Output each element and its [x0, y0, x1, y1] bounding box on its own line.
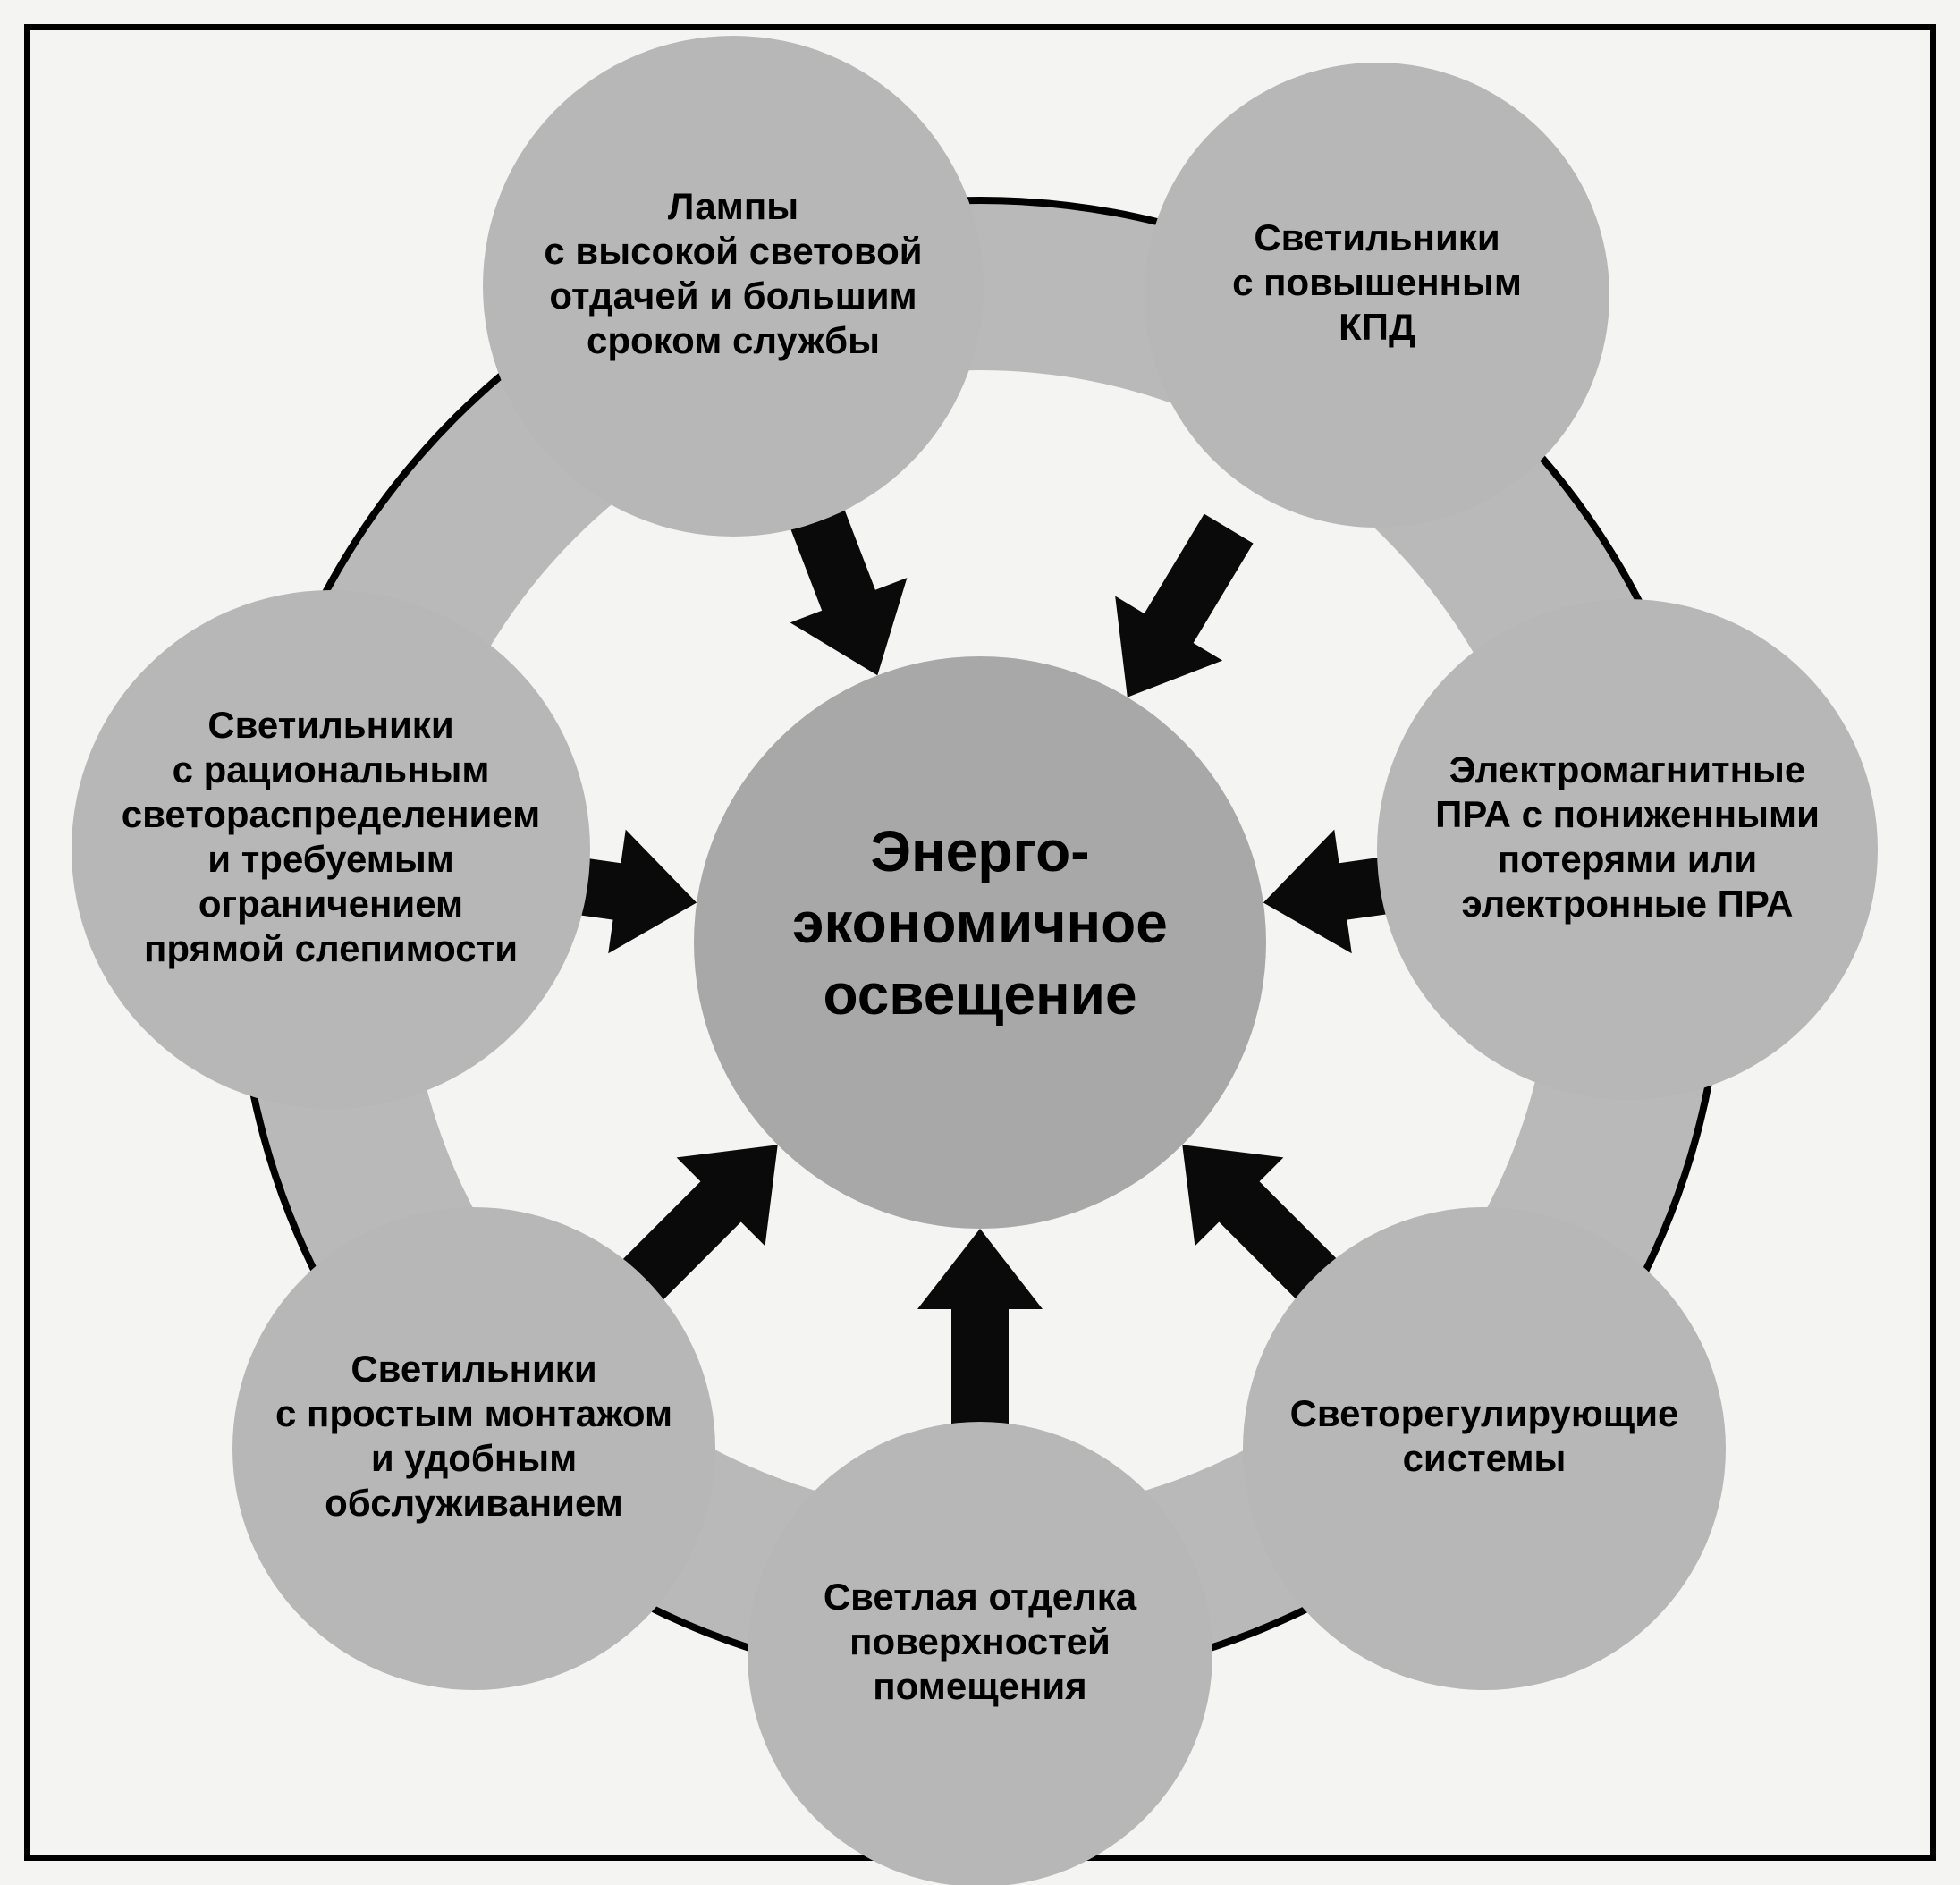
diagram-stage: Лампыс высокой световойотдачей и большим… — [0, 0, 1960, 1885]
